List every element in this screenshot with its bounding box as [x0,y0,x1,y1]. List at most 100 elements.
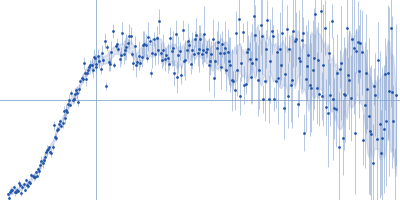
Point [230,79,236,82]
Point [361,103,368,106]
Point [85,68,92,71]
Point [137,61,143,64]
Point [166,62,172,65]
Point [241,83,247,87]
Point [33,171,39,174]
Point [164,57,171,60]
Point [140,43,146,46]
Point [159,59,165,62]
Point [211,77,217,80]
Point [72,92,78,95]
Point [145,35,152,38]
Point [116,57,123,61]
Point [259,35,265,38]
Point [341,92,347,95]
Point [282,73,288,76]
Point [196,47,202,50]
Point [35,167,41,171]
Point [276,47,283,50]
Point [263,48,269,51]
Point [288,84,294,87]
Point [115,47,122,51]
Point [363,72,369,75]
Point [203,50,209,53]
Point [38,159,45,162]
Point [75,100,81,104]
Point [50,124,57,127]
Point [390,119,396,122]
Point [132,45,138,48]
Point [331,107,338,110]
Point [356,70,362,73]
Point [168,49,175,53]
Point [76,87,82,90]
Point [185,39,191,43]
Point [200,49,206,52]
Point [148,72,154,75]
Point [119,32,126,35]
Point [308,86,314,89]
Point [240,31,246,34]
Point [12,190,19,194]
Point [222,46,228,49]
Point [389,91,395,94]
Point [12,190,18,194]
Point [70,97,77,100]
Point [305,53,312,56]
Point [302,77,309,80]
Point [144,56,150,59]
Point [190,52,197,56]
Point [367,129,373,133]
Point [42,155,48,159]
Point [370,161,376,164]
Point [316,92,322,95]
Point [383,119,390,122]
Point [353,50,360,53]
Point [9,188,16,192]
Point [216,51,223,54]
Point [53,136,59,139]
Point [227,63,234,66]
Point [146,39,153,42]
Point [87,63,94,67]
Point [45,148,51,151]
Point [112,44,119,47]
Point [130,61,136,64]
Point [82,71,88,74]
Point [28,173,34,177]
Point [136,54,142,57]
Point [311,57,317,60]
Point [349,38,356,41]
Point [70,99,76,102]
Point [22,189,28,192]
Point [123,45,130,49]
Point [286,47,292,50]
Point [141,43,148,46]
Point [97,68,104,71]
Point [328,20,335,23]
Point [281,106,287,109]
Point [92,56,98,60]
Point [15,189,21,193]
Point [293,37,299,41]
Point [231,88,238,91]
Point [234,69,240,72]
Point [212,59,219,62]
Point [178,73,184,76]
Point [181,59,187,63]
Point [315,58,321,61]
Point [344,26,350,29]
Point [264,18,271,21]
Point [90,56,97,59]
Point [290,30,296,33]
Point [138,56,145,59]
Point [108,50,115,53]
Point [255,78,261,82]
Point [340,136,346,139]
Point [25,184,31,187]
Point [84,72,90,75]
Point [294,102,301,105]
Point [271,97,278,100]
Point [80,61,87,64]
Point [125,42,131,45]
